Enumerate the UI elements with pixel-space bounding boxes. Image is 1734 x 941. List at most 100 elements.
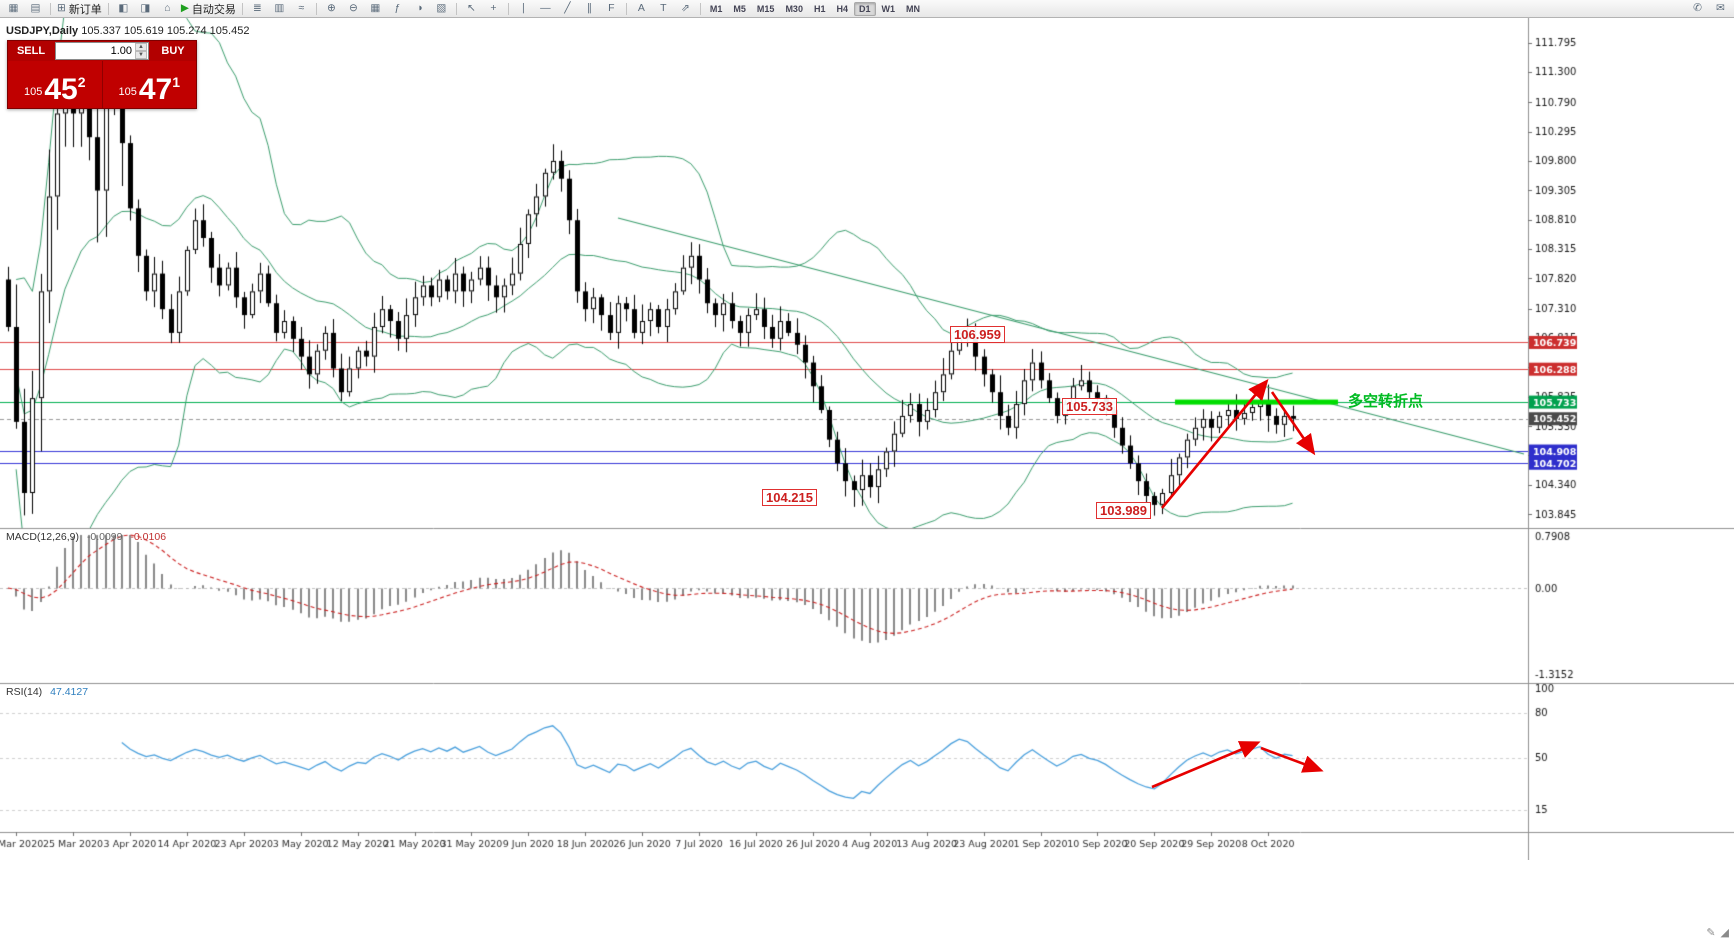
profiles-icon: ▤ bbox=[30, 2, 41, 15]
timeframe-w1[interactable]: W1 bbox=[881, 3, 896, 14]
toolbar-separator bbox=[455, 2, 457, 15]
horizontal-line-icon[interactable]: ― bbox=[535, 1, 556, 16]
auto-trading-button[interactable]: ▶ 自动交易 bbox=[179, 1, 238, 16]
timeframe-d1[interactable]: D1 bbox=[853, 1, 876, 16]
edit-icon[interactable]: ✎ bbox=[1706, 927, 1716, 939]
price-callout[interactable]: 105.733 bbox=[1062, 398, 1117, 415]
crosshair-icon[interactable]: + bbox=[483, 1, 504, 16]
new-chart-icon[interactable]: ▦ bbox=[3, 1, 24, 16]
timeframe-m5[interactable]: M5 bbox=[733, 3, 746, 14]
ask-big-digits: 47 bbox=[138, 73, 173, 107]
zoom-out-icon: ⊖ bbox=[348, 2, 358, 15]
bars-chart-icon: ≣ bbox=[252, 2, 262, 15]
templates-icon[interactable]: ▧ bbox=[431, 1, 452, 16]
price-callout[interactable]: 106.959 bbox=[950, 326, 1005, 343]
navigator-icon[interactable]: ⌂ bbox=[157, 1, 178, 16]
macd-name: MACD(12,26,9) bbox=[6, 531, 79, 543]
toolbar-separator bbox=[315, 2, 317, 15]
arrows-icon[interactable]: ⇗ bbox=[675, 1, 696, 16]
templates-icon: ▧ bbox=[436, 2, 447, 15]
text-icon: A bbox=[637, 2, 645, 15]
vertical-line-icon[interactable]: ∣ bbox=[513, 1, 534, 16]
timeframe-mn[interactable]: MN bbox=[906, 3, 920, 14]
navigator-icon: ⌂ bbox=[164, 2, 171, 15]
fibonacci-icon: F bbox=[608, 2, 615, 15]
turning-point-annotation[interactable]: 多空转折点 bbox=[1348, 393, 1424, 410]
text-label-icon[interactable]: T bbox=[653, 1, 674, 16]
new-order-button: ⊞ bbox=[57, 2, 66, 15]
channel-icon[interactable]: ∥ bbox=[579, 1, 600, 16]
zoom-out-icon[interactable]: ⊖ bbox=[343, 1, 364, 16]
bid-pip-digit: 2 bbox=[77, 74, 86, 90]
new-order-button[interactable]: ⊞ 新订单 bbox=[55, 1, 104, 16]
indicators-icon[interactable]: ƒ bbox=[387, 1, 408, 16]
chart-canvas[interactable] bbox=[0, 18, 1734, 860]
tile-windows-icon: ▦ bbox=[370, 2, 381, 15]
bid-big-digits: 45 bbox=[44, 73, 78, 107]
market-watch-icon: ◧ bbox=[118, 2, 129, 15]
ask-pip-digit: 1 bbox=[172, 74, 181, 90]
zoom-in-icon[interactable]: ⊕ bbox=[321, 1, 342, 16]
fibonacci-icon[interactable]: F bbox=[601, 1, 622, 16]
toolbar-right-group: ✆ ✉ bbox=[1687, 1, 1731, 16]
mail-icon[interactable]: ✉ bbox=[1710, 1, 1731, 16]
ask-prefix: 105 bbox=[118, 86, 137, 98]
timeframe-m1[interactable]: M1 bbox=[709, 3, 723, 14]
volume-field: ▲ ▼ bbox=[55, 42, 149, 60]
toolbar-separator bbox=[241, 2, 243, 15]
periods-icon[interactable]: ◑ bbox=[409, 1, 430, 16]
timeframe-h4[interactable]: H4 bbox=[836, 3, 848, 14]
new-chart-icon: ▦ bbox=[8, 2, 19, 15]
price-callout[interactable]: 103.989 bbox=[1096, 502, 1151, 519]
trendline-icon[interactable]: ╱ bbox=[557, 1, 578, 16]
resize-grip-icon[interactable]: ◢ bbox=[1720, 927, 1729, 939]
line-chart-icon[interactable]: ≈ bbox=[291, 1, 312, 16]
indicators-icon: ƒ bbox=[394, 2, 401, 15]
channel-icon: ∥ bbox=[586, 2, 593, 15]
bid-price-button[interactable]: 105 45 2 bbox=[8, 61, 103, 108]
symbol-period-label: USDJPY,Daily bbox=[6, 25, 79, 37]
timeframe-h1[interactable]: H1 bbox=[813, 3, 826, 14]
price-callout[interactable]: 104.215 bbox=[762, 489, 817, 506]
volume-down-icon[interactable]: ▼ bbox=[135, 51, 147, 59]
trendline-icon: ╱ bbox=[564, 2, 571, 15]
trade-panel-controls: SELL ▲ ▼ BUY bbox=[8, 41, 196, 61]
phone-icon[interactable]: ✆ bbox=[1687, 1, 1708, 16]
toolbar: ▦ ▤ ⊞ 新订单 ◧ ◨ ⌂ ▶ 自动交易 ≣ ▥ ≈ ⊕ ⊖ ▦ ƒ ◑ ▧ ↖ + ∣ ― ╱ ∥ F A T ⇗ M1 M5 M15… bbox=[0, 0, 1734, 18]
profiles-icon[interactable]: ▤ bbox=[25, 1, 46, 16]
timeframe-m30[interactable]: M30 bbox=[785, 3, 803, 14]
periods-icon: ◑ bbox=[416, 2, 423, 15]
sell-button[interactable]: SELL bbox=[8, 41, 54, 61]
ohlc-values: 105.337 105.619 105.274 105.452 bbox=[81, 25, 250, 37]
rsi-label: RSI(14) 47.4127 bbox=[6, 686, 88, 698]
text-label-icon: T bbox=[660, 2, 667, 15]
market-watch-icon[interactable]: ◧ bbox=[113, 1, 134, 16]
cursor-icon[interactable]: ↖ bbox=[461, 1, 482, 16]
one-click-trade-panel: SELL ▲ ▼ BUY 105 45 2 105 47 1 bbox=[7, 40, 197, 109]
volume-up-icon[interactable]: ▲ bbox=[135, 43, 147, 51]
new-order-button-label: 新订单 bbox=[68, 3, 102, 16]
quote-header: USDJPY,Daily 105.337 105.619 105.274 105… bbox=[6, 25, 249, 37]
auto-trading-button: ▶ bbox=[180, 2, 189, 15]
macd-value-main: -0.0099 bbox=[86, 531, 123, 543]
ask-price-button[interactable]: 105 47 1 bbox=[102, 61, 196, 108]
candles-chart-icon[interactable]: ▥ bbox=[269, 1, 290, 16]
phone-icon: ✆ bbox=[1693, 2, 1702, 15]
tile-windows-icon[interactable]: ▦ bbox=[365, 1, 386, 16]
data-window-icon[interactable]: ◨ bbox=[135, 1, 156, 16]
trade-panel-prices: 105 45 2 105 47 1 bbox=[8, 61, 196, 108]
toolbar-separator bbox=[107, 2, 109, 15]
candles-chart-icon: ▥ bbox=[274, 2, 285, 15]
toolbar-separator bbox=[699, 2, 701, 15]
buy-button[interactable]: BUY bbox=[150, 41, 196, 61]
rsi-name: RSI(14) bbox=[6, 686, 43, 698]
bars-chart-icon[interactable]: ≣ bbox=[247, 1, 268, 16]
toolbar-separator bbox=[507, 2, 509, 15]
volume-input[interactable] bbox=[56, 44, 148, 58]
bottom-right-icons: ✎ ◢ bbox=[1706, 926, 1729, 939]
text-icon[interactable]: A bbox=[631, 1, 652, 16]
vertical-line-icon: ∣ bbox=[520, 2, 527, 15]
rsi-value: 47.4127 bbox=[50, 686, 89, 698]
timeframe-m15[interactable]: M15 bbox=[756, 3, 775, 14]
